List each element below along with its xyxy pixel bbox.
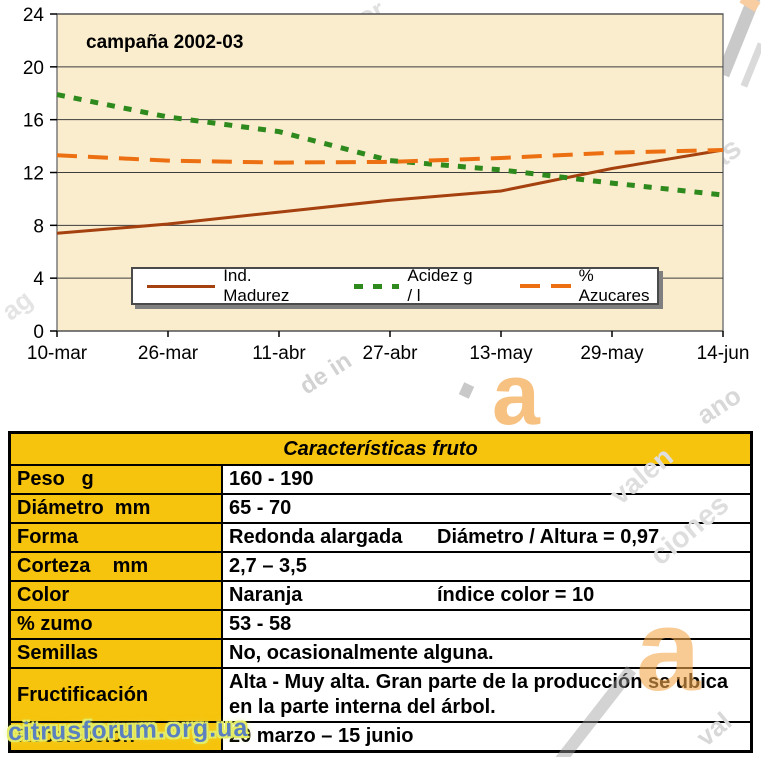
row-value: 2,7 – 3,5 [221,551,753,582]
row-value: No, ocasionalmente alguna. [221,638,753,669]
table-header-row: Características fruto [8,431,753,466]
value-text: Redonda alargada [229,526,403,548]
legend-line-sample-dashed [519,284,571,288]
chart-legend: Ind. Madurez Acidez g / l % Azucares [131,266,659,306]
svg-text:4: 4 [33,269,44,290]
svg-text:11-abr: 11-abr [252,343,306,364]
svg-text:16: 16 [23,111,44,132]
svg-text:20: 20 [23,58,44,79]
row-value: Naranja índice color = 10 [221,580,753,611]
svg-text:0: 0 [33,322,44,343]
row-value: 160 - 190 [221,464,753,495]
table-row: % zumo 53 - 58 [8,609,753,640]
table-row: Color Naranja índice color = 10 [8,580,753,611]
row-label-color: Color [8,580,223,611]
svg-text:26-mar: 26-mar [138,343,199,364]
svg-text:27-abr: 27-abr [363,343,419,364]
row-value: Alta - Muy alta. Gran parte de la produc… [221,667,753,723]
watermark-text: ano [691,379,747,431]
legend-label: Acidez g / l [407,266,473,305]
value-text: Naranja [229,584,303,606]
table-row: Diámetro mm 65 - 70 [8,493,753,524]
svg-text:14-jun: 14-jun [697,343,750,364]
table-row: Recolección 20 marzo – 15 junio [8,721,753,753]
table-row: Forma Redonda alargada Diámetro / Altura … [8,522,753,553]
svg-text:24: 24 [23,5,45,26]
row-value: Redonda alargada Diámetro / Altura = 0,97 [221,522,753,553]
watermark-stroke [458,382,475,399]
svg-text:8: 8 [33,216,44,237]
value-text: 20 marzo – 15 junio [229,725,414,747]
row-label-zumo: % zumo [8,609,223,640]
table-row: Corteza mm 2,7 – 3,5 [8,551,753,582]
row-value: 53 - 58 [221,609,753,640]
value-text: 53 - 58 [229,613,292,635]
svg-text:29-may: 29-may [580,343,644,364]
row-label-diametro: Diámetro mm [8,493,223,524]
table-row: Peso g 160 - 190 [8,464,753,495]
fruit-characteristics-table: Características fruto Peso g 160 - 190 D… [8,431,753,753]
row-value: 65 - 70 [221,493,753,524]
row-label-peso: Peso g [8,464,223,495]
legend-item-azucares: % Azucares [519,266,657,306]
svg-text:13-may: 13-may [469,343,533,364]
legend-item-ind-madurez: Ind. Madurez [147,266,310,306]
value-text: 2,7 – 3,5 [229,555,307,577]
legend-label: % Azucares [578,266,650,305]
value-text: No, ocasionalmente alguna. [229,642,494,664]
table-row: Fructificación Alta - Muy alta. Gran par… [8,667,753,723]
legend-label: Ind. Madurez [223,266,290,305]
legend-item-acidez: Acidez g / l [353,266,480,306]
svg-text:10-mar: 10-mar [27,343,88,364]
chart-title: campaña 2002-03 [86,32,244,53]
row-label-fructificacion: Fructificación [8,667,223,723]
row-value: 20 marzo – 15 junio [221,721,753,753]
maturity-chart: 0 4 8 12 16 20 24 10-mar 26-mar 11-abr 27-abr 13-ma… [0,0,761,372]
row-label-corteza: Corteza mm [8,551,223,582]
legend-line-sample-dotted [353,283,400,289]
row-label-semillas: Semillas [8,638,223,669]
legend-line-sample-solid [147,284,216,288]
table-title: Características fruto [8,431,753,466]
value-text: Alta - Muy alta. Gran parte de la produc… [229,671,729,718]
row-label-forma: Forma [8,522,223,553]
value-text-secondary: Diámetro / Altura = 0,97 [437,526,660,548]
row-label-recoleccion: Recolección [8,721,223,753]
value-text-secondary: índice color = 10 [437,584,595,606]
chart-svg: 0 4 8 12 16 20 24 10-mar 26-mar 11-abr 27-abr 13-ma… [23,5,750,364]
table-row: Semillas No, ocasionalmente alguna. [8,638,753,669]
svg-text:12: 12 [23,164,44,185]
value-text: 65 - 70 [229,497,292,519]
value-text: 160 - 190 [229,468,314,490]
